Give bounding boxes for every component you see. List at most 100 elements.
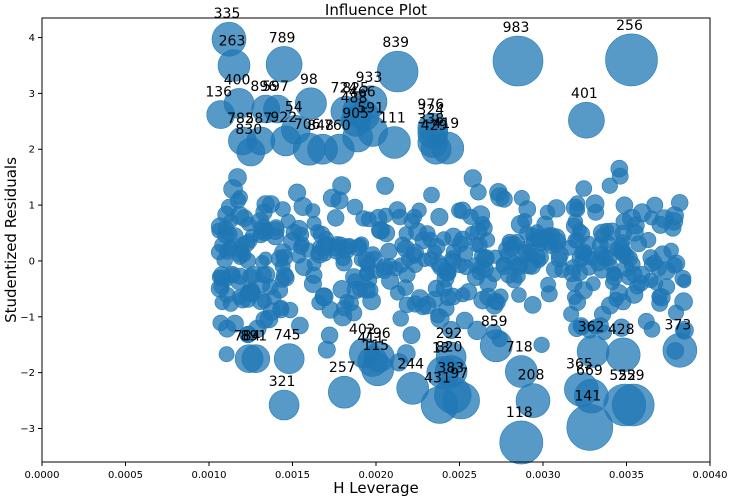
point [620, 269, 637, 286]
point-label-745: 745 [274, 328, 301, 344]
point-label-830: 830 [235, 122, 262, 138]
point-label-411: 411 [357, 331, 384, 347]
y-tick-label: 0 [29, 256, 35, 267]
annotated-point-208 [515, 383, 551, 418]
annotated-point-839 [377, 50, 419, 93]
point-label-760: 760 [324, 118, 351, 134]
point [614, 245, 631, 262]
point [231, 267, 249, 285]
annotated-point-136 [206, 100, 235, 129]
point-label-373: 373 [665, 317, 692, 333]
annotated-point-789 [265, 46, 303, 83]
point [615, 196, 634, 215]
annotated-point-321 [268, 389, 300, 421]
point-label-706: 706 [294, 117, 321, 133]
point [400, 252, 416, 267]
point-label-488: 488 [341, 90, 368, 106]
point-label-597: 597 [262, 79, 289, 95]
annotated-point-141 [566, 404, 614, 451]
y-tick-label: −1 [20, 312, 35, 323]
y-tick-label: 3 [29, 89, 35, 100]
annotated-point-983 [492, 35, 544, 87]
annotated-point-118 [499, 420, 544, 465]
x-tick-label: 0.0035 [609, 470, 644, 481]
point [310, 224, 325, 240]
point [485, 296, 504, 315]
point [528, 247, 546, 266]
x-tick-label: 0.0025 [442, 470, 477, 481]
point [550, 245, 569, 264]
annotated-point-257 [327, 375, 361, 409]
point [430, 208, 449, 227]
point-label-97: 97 [450, 366, 468, 382]
point [411, 202, 427, 218]
point [590, 255, 607, 272]
point [599, 222, 615, 238]
point [511, 287, 527, 303]
x-axis-ticks: 0.0000 0.0005 0.0010 0.0015 0.0020 0.0025 0.00… [25, 462, 728, 481]
point [311, 295, 327, 311]
point [327, 209, 345, 227]
point [612, 318, 631, 337]
x-tick-label: 0.0015 [275, 470, 310, 481]
point-label-402: 402 [349, 322, 376, 338]
point-label-54: 54 [285, 99, 303, 115]
annotated-point-259 [611, 383, 655, 427]
point [601, 177, 618, 194]
point-label-136: 136 [205, 85, 232, 101]
point-label-335: 335 [214, 6, 241, 22]
point-label-321: 321 [269, 374, 296, 390]
point-label-244: 244 [397, 356, 424, 372]
annotated-point-760 [323, 133, 355, 165]
annotated-point-256 [605, 33, 658, 87]
point [233, 290, 252, 309]
point-label-428: 428 [608, 322, 635, 338]
point-label-256: 256 [616, 18, 643, 34]
annotated-point-401 [568, 101, 605, 139]
point-label-718: 718 [506, 340, 533, 356]
point-label-669: 669 [576, 363, 603, 379]
point-label-839: 839 [382, 35, 409, 51]
point-label-292: 292 [436, 326, 463, 342]
point-label-338: 338 [417, 112, 444, 128]
annotated-point-429 [420, 133, 452, 165]
point [438, 300, 455, 317]
annotated-point-115 [361, 353, 395, 387]
point-label-259: 259 [618, 368, 645, 384]
y-tick-label: 2 [29, 145, 35, 156]
point [398, 266, 416, 284]
point [333, 307, 353, 327]
point [670, 194, 689, 212]
point [369, 264, 384, 279]
point-label-976: 976 [417, 97, 444, 113]
point-label-859: 859 [481, 314, 508, 330]
y-tick-label: −3 [20, 424, 35, 435]
annotated-point-745 [273, 343, 305, 375]
annotated-point-820 [434, 355, 468, 388]
point [402, 326, 421, 345]
annotated-point-263 [217, 49, 251, 82]
x-tick-label: 0.0040 [693, 470, 728, 481]
point-label-796: 796 [364, 326, 391, 342]
point [471, 205, 491, 225]
point [432, 257, 451, 276]
point [257, 265, 276, 284]
point [291, 316, 309, 335]
point [403, 213, 420, 230]
point [262, 302, 282, 321]
point [218, 319, 237, 338]
point-label-383: 383 [437, 361, 464, 377]
point [475, 260, 494, 279]
point [580, 235, 597, 252]
point-label-784: 784 [234, 329, 261, 345]
y-axis-ticks: −3 −2 −1 0 1 2 3 4 [20, 33, 42, 435]
annotated-point-111 [378, 126, 411, 159]
point [410, 289, 430, 308]
point [283, 232, 302, 251]
annotated-point-718 [504, 355, 538, 388]
point [303, 274, 322, 293]
point [320, 326, 339, 344]
point [625, 223, 644, 242]
point-label-983: 983 [503, 20, 530, 36]
